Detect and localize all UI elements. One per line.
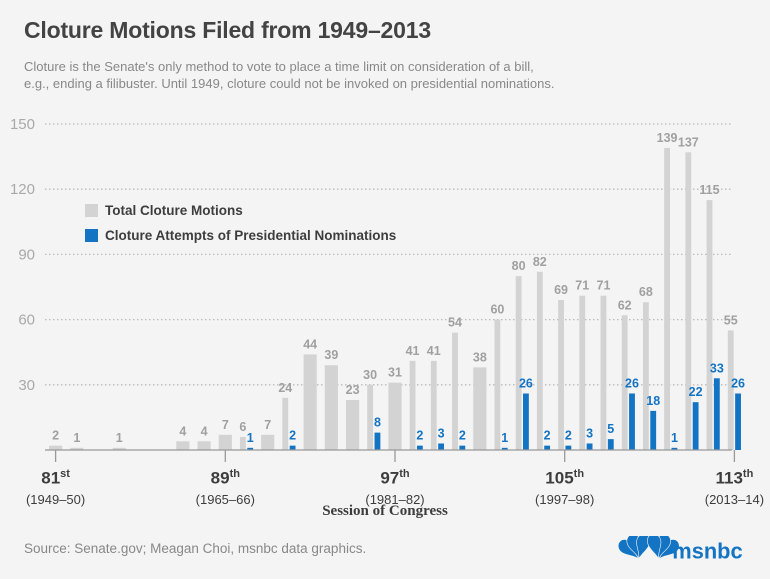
svg-text:71: 71 [597,279,611,293]
svg-text:26: 26 [519,376,533,390]
svg-text:71: 71 [575,279,589,293]
svg-text:7: 7 [222,418,229,432]
svg-text:90: 90 [18,246,35,263]
svg-text:1: 1 [247,431,254,445]
svg-text:60: 60 [490,303,504,317]
svg-text:msnbc: msnbc [672,539,742,562]
svg-text:18: 18 [646,394,660,408]
svg-text:22: 22 [689,385,703,399]
svg-text:1: 1 [671,431,678,445]
svg-text:139: 139 [657,131,678,145]
svg-text:54: 54 [448,316,462,330]
svg-text:3: 3 [438,426,445,440]
svg-text:69: 69 [554,283,568,297]
svg-text:7: 7 [264,418,271,432]
svg-text:115: 115 [699,183,719,197]
svg-text:1: 1 [73,431,80,445]
svg-text:31: 31 [388,366,402,380]
svg-text:137: 137 [678,135,699,149]
svg-text:2: 2 [289,429,296,443]
svg-text:30: 30 [363,368,377,382]
svg-text:38: 38 [473,350,487,364]
svg-text:4: 4 [179,424,186,438]
svg-text:5: 5 [607,422,614,436]
svg-text:60: 60 [18,312,35,329]
svg-text:8: 8 [374,416,381,430]
svg-text:55: 55 [724,313,738,327]
svg-text:2: 2 [565,429,572,443]
svg-text:24: 24 [278,381,292,395]
svg-text:2: 2 [544,429,551,443]
svg-text:150: 150 [10,116,35,133]
svg-text:3: 3 [586,426,593,440]
svg-text:1: 1 [501,431,508,445]
svg-text:26: 26 [731,376,745,390]
svg-text:41: 41 [406,344,420,358]
svg-text:62: 62 [618,298,632,312]
svg-text:41: 41 [427,344,441,358]
svg-text:82: 82 [533,255,547,269]
svg-text:6: 6 [239,420,246,434]
svg-text:68: 68 [639,285,653,299]
svg-text:26: 26 [625,376,639,390]
svg-text:Total Cloture Motions: Total Cloture Motions [105,203,243,218]
svg-text:4: 4 [201,424,208,438]
svg-text:1: 1 [116,431,123,445]
svg-text:30: 30 [18,377,35,394]
svg-text:80: 80 [512,259,526,273]
svg-text:2: 2 [416,429,423,443]
svg-text:44: 44 [303,337,317,351]
svg-text:2: 2 [52,429,59,443]
svg-text:Cloture Attempts of Presidenti: Cloture Attempts of Presidential Nominat… [105,228,396,243]
svg-text:39: 39 [324,348,338,362]
svg-text:23: 23 [346,383,360,397]
svg-text:33: 33 [710,361,724,375]
svg-text:2: 2 [459,429,466,443]
svg-text:120: 120 [10,181,35,198]
